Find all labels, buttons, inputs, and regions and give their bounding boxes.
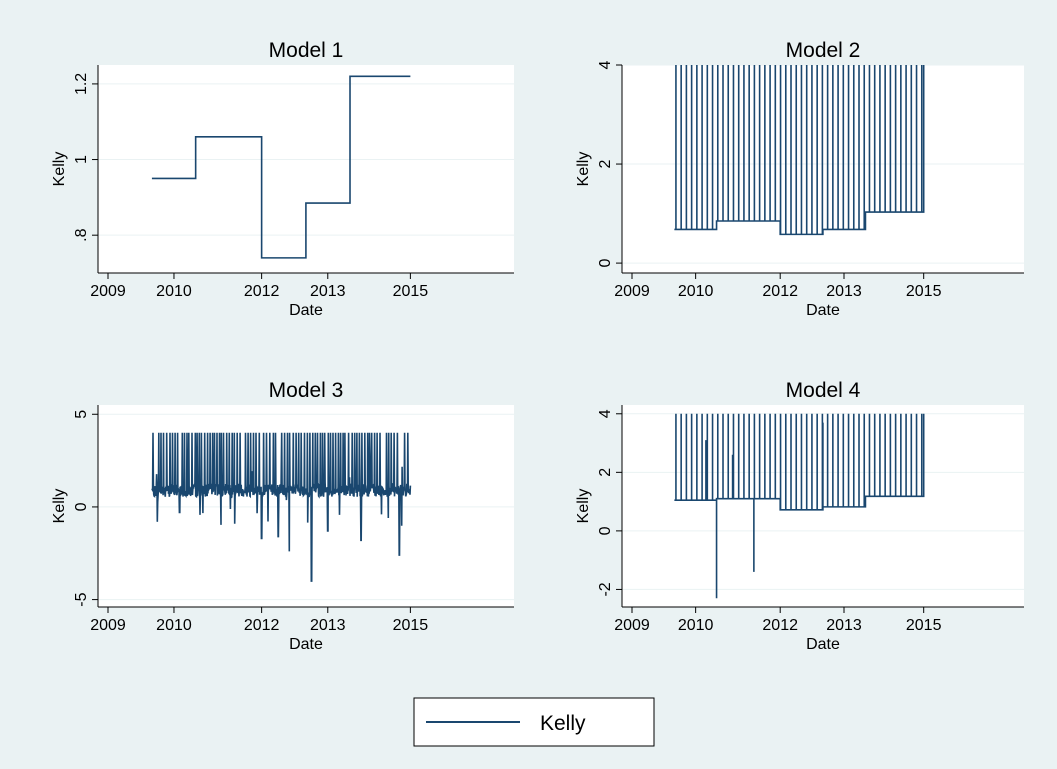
x-tick-label: 2013 <box>310 283 346 300</box>
x-tick-label: 2013 <box>826 617 862 634</box>
legend-label-kelly: Kelly <box>540 712 586 735</box>
y-tick-label: -5 <box>73 592 90 606</box>
y-tick-label: 1 <box>73 155 90 164</box>
chart-title: Model 3 <box>269 379 344 402</box>
y-tick-label: .8 <box>73 228 90 241</box>
y-tick-label: 5 <box>73 410 90 419</box>
legend: Kelly <box>413 697 655 747</box>
x-tick-label: 2015 <box>393 617 429 634</box>
y-tick-label: 4 <box>597 409 614 418</box>
x-tick-label: 2012 <box>762 283 798 300</box>
chart-title: Model 4 <box>786 379 861 402</box>
x-tick-label: 2012 <box>244 617 280 634</box>
x-tick-label: 2015 <box>906 617 942 634</box>
x-tick-label: 2009 <box>614 283 650 300</box>
x-tick-label: 2010 <box>156 617 192 634</box>
x-axis-label: Date <box>289 636 323 653</box>
x-tick-label: 2010 <box>156 283 192 300</box>
x-tick-label: 2009 <box>90 617 126 634</box>
panel-model-4: -2 0 2 4 2009 2010 2012 2013 2015 Model 4 Date Kell… <box>575 379 1024 653</box>
y-tick-label: 2 <box>597 160 614 169</box>
panel-model-3: -5 0 5 2009 2010 2012 2013 2015 Model 3 Date Kelly <box>51 379 514 653</box>
x-axis-label: Date <box>289 302 323 319</box>
x-tick-label: 2012 <box>762 617 798 634</box>
y-tick-label: 4 <box>597 60 614 69</box>
x-tick-label: 2013 <box>826 283 862 300</box>
series-line-kelly <box>674 65 925 236</box>
x-tick-label: 2015 <box>906 283 942 300</box>
x-axis-label: Date <box>806 302 840 319</box>
y-tick-label: 0 <box>73 502 90 511</box>
x-tick-label: 2009 <box>614 617 650 634</box>
chart-title: Model 1 <box>269 39 344 62</box>
x-tick-label: 2010 <box>678 617 714 634</box>
x-tick-label: 2012 <box>244 283 280 300</box>
y-tick-label: 2 <box>597 468 614 477</box>
y-axis-label: Kelly <box>51 489 68 524</box>
y-axis-label: Kelly <box>51 152 68 187</box>
y-tick-label: -2 <box>597 582 614 596</box>
y-tick-label: 0 <box>597 259 614 268</box>
x-tick-label: 2015 <box>393 283 429 300</box>
x-tick-label: 2009 <box>90 283 126 300</box>
panel-model-1: .8 1 1.2 2009 2010 2012 2013 2015 Model 1 Date Kel… <box>51 39 514 319</box>
y-axis-label: Kelly <box>575 489 592 524</box>
y-tick-label: 0 <box>597 526 614 535</box>
x-tick-label: 2013 <box>310 617 346 634</box>
panel-model-2: 0 2 4 2009 2010 2012 2013 2015 Model 2 Date Kelly <box>575 39 1024 319</box>
series-line-kelly <box>151 432 412 582</box>
series-line-kelly <box>674 413 925 599</box>
y-tick-label: 1.2 <box>73 73 90 95</box>
x-axis-label: Date <box>806 636 840 653</box>
series-line-kelly <box>151 75 411 259</box>
y-axis-label: Kelly <box>575 152 592 187</box>
chart-title: Model 2 <box>786 39 861 62</box>
x-tick-label: 2010 <box>678 283 714 300</box>
